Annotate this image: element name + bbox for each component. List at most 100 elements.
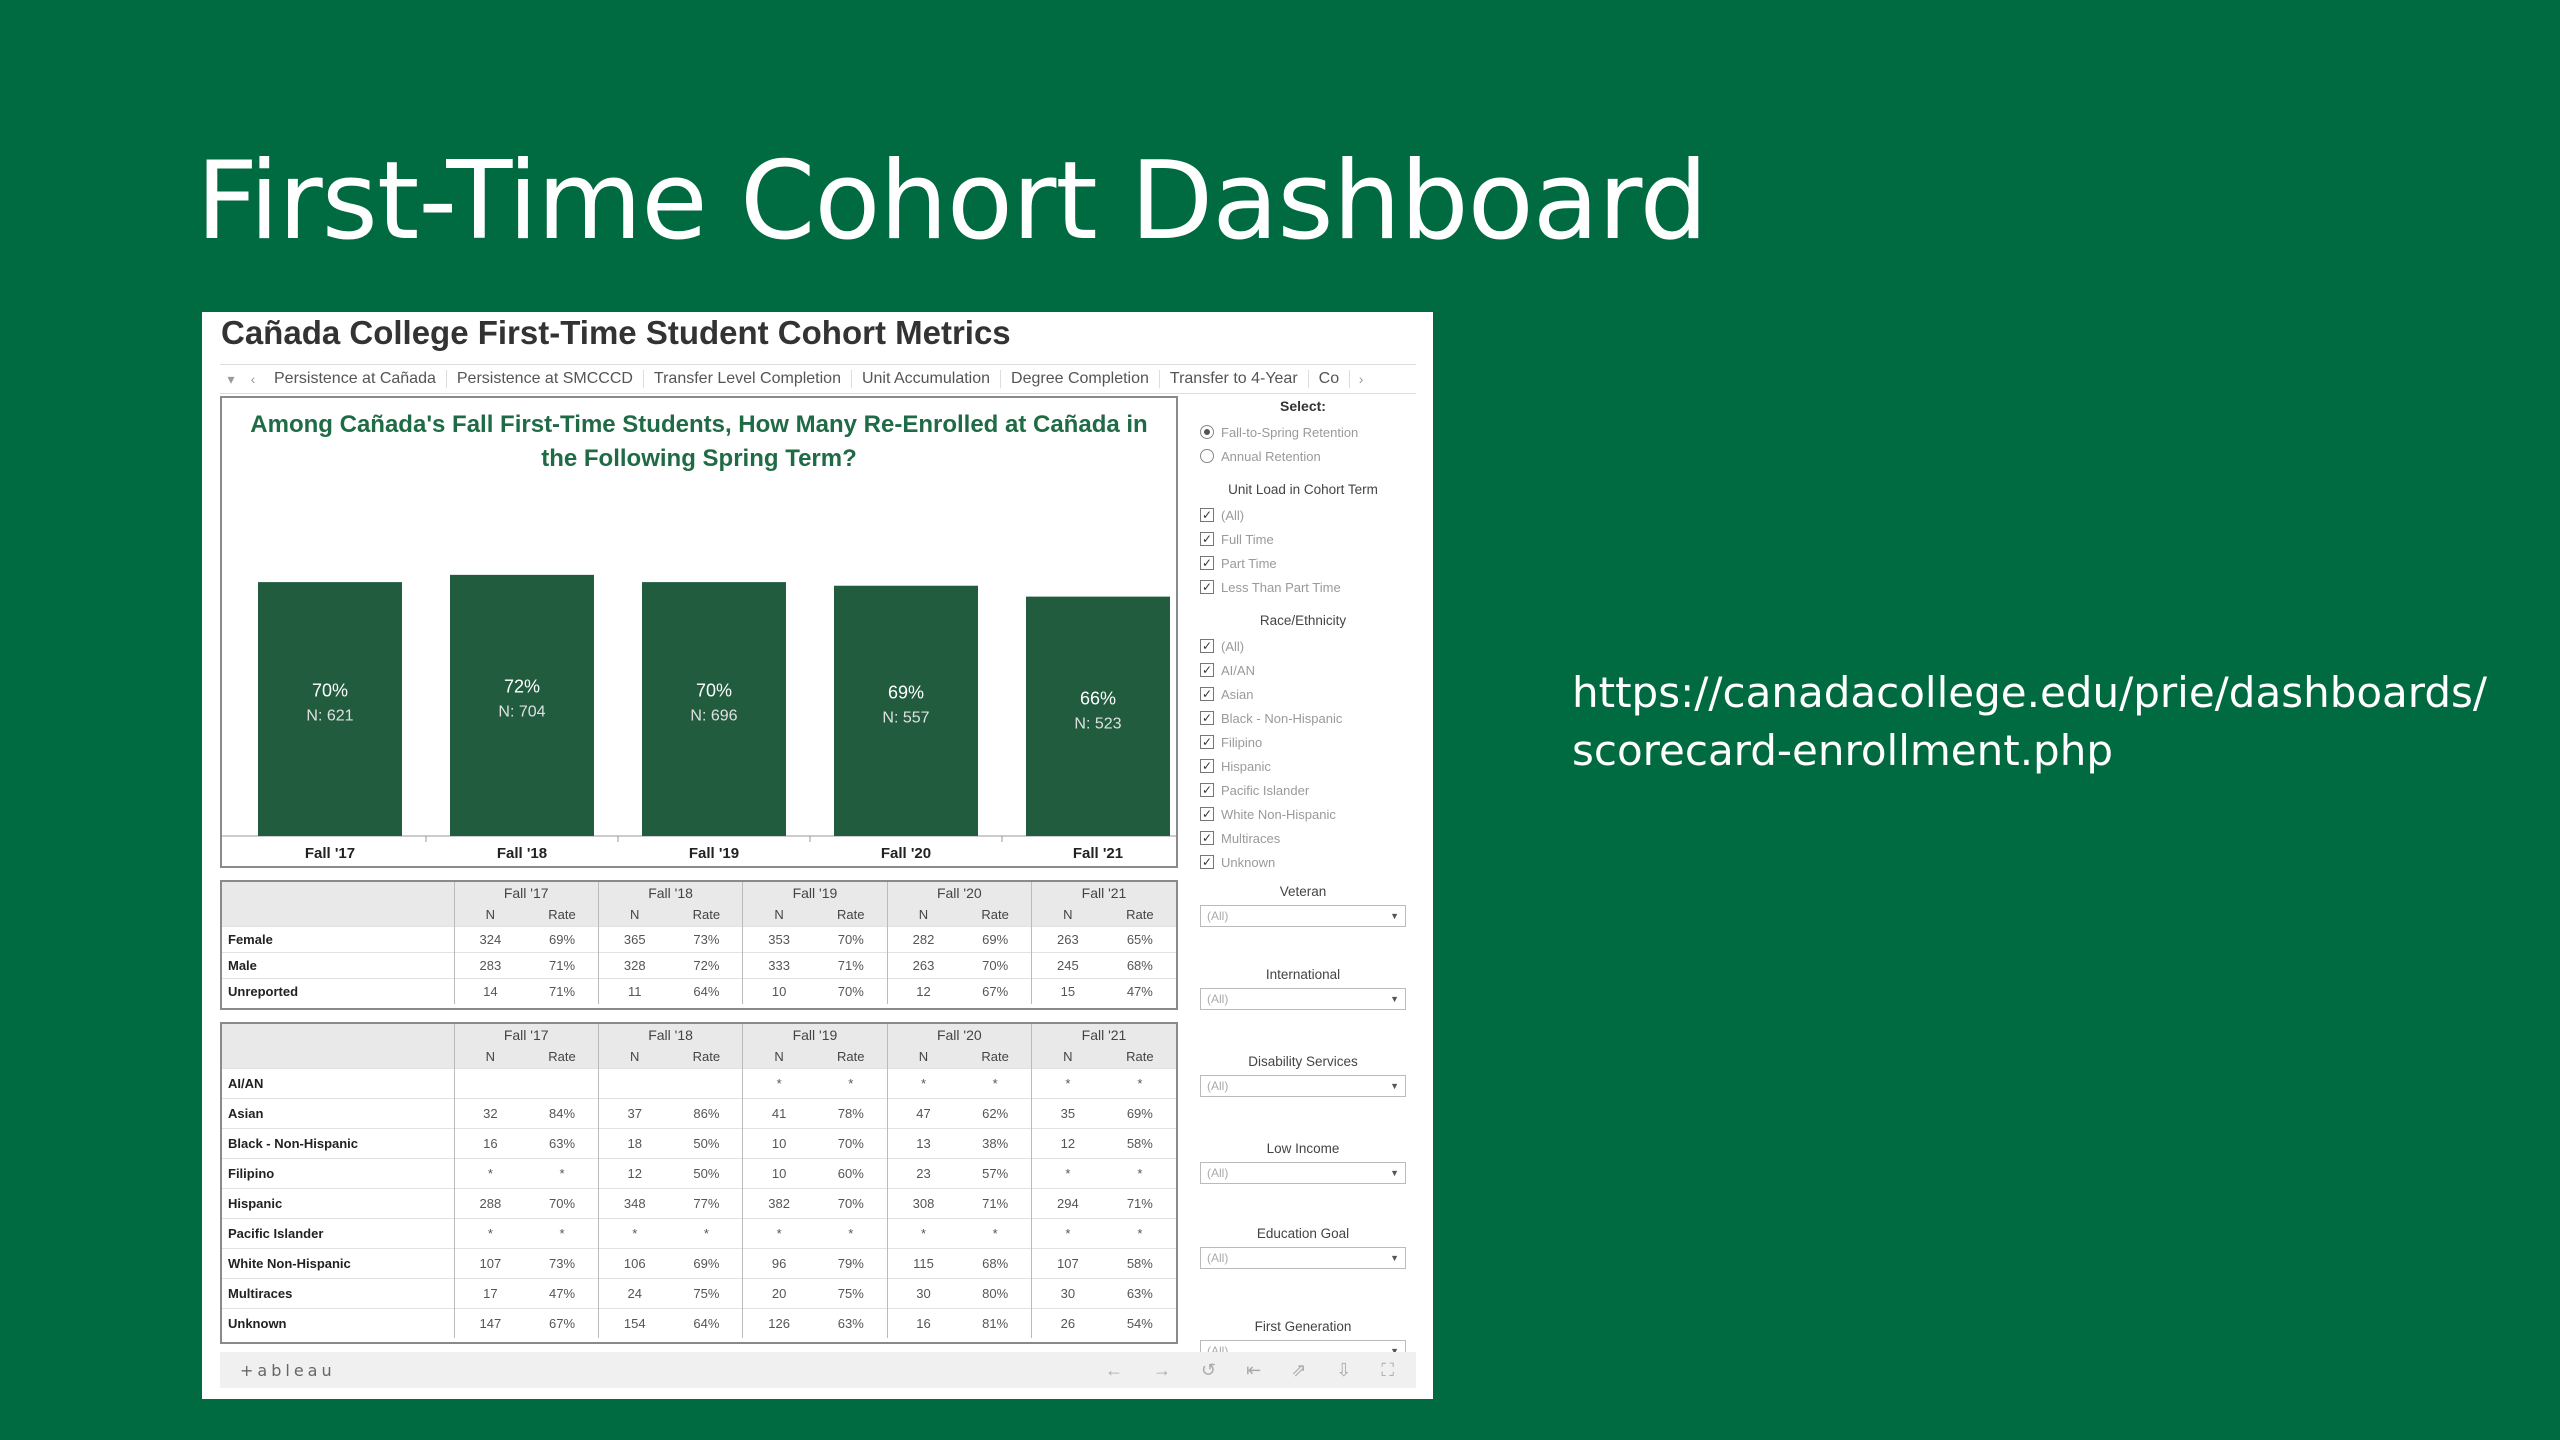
table-cell[interactable]: 70% [814, 1187, 888, 1218]
unit-load-option[interactable]: ✓ Less Than Part Time [1192, 575, 1414, 599]
table-cell[interactable]: 70% [814, 925, 888, 952]
table-cell[interactable]: * [1030, 1157, 1104, 1188]
table-cell[interactable]: 54% [1103, 1307, 1176, 1338]
table-cell[interactable]: 58% [1103, 1247, 1176, 1278]
table-cell[interactable] [597, 1067, 671, 1098]
table-cell[interactable]: 283 [453, 951, 527, 978]
table-cell[interactable]: * [597, 1217, 671, 1248]
bar-0[interactable] [258, 582, 402, 836]
table-cell[interactable]: 63% [814, 1307, 888, 1338]
table-cell[interactable]: 37 [597, 1097, 671, 1128]
checkbox-icon[interactable]: ✓ [1200, 663, 1214, 677]
table-cell[interactable]: 263 [886, 951, 960, 978]
table-cell[interactable]: * [742, 1067, 815, 1098]
dropdown-select[interactable]: (All) ▼ [1200, 1247, 1406, 1269]
table-cell[interactable]: 70% [814, 1127, 888, 1158]
tab-transfer-4-year[interactable]: Transfer to 4-Year [1160, 370, 1309, 388]
table-cell[interactable]: * [1103, 1157, 1176, 1188]
race-option[interactable]: ✓ White Non-Hispanic [1192, 802, 1414, 826]
table-cell[interactable]: * [959, 1217, 1032, 1248]
table-cell[interactable] [526, 1067, 599, 1098]
table-cell[interactable]: 10 [742, 977, 815, 1004]
table-cell[interactable]: 30 [886, 1277, 960, 1308]
checkbox-icon[interactable]: ✓ [1200, 532, 1214, 546]
table-cell[interactable]: 73% [526, 1247, 599, 1278]
table-cell[interactable]: * [959, 1067, 1032, 1098]
table-cell[interactable]: 328 [597, 951, 671, 978]
dropdown-select[interactable]: (All) ▼ [1200, 905, 1406, 927]
race-option[interactable]: ✓ Asian [1192, 682, 1414, 706]
checkbox-icon[interactable]: ✓ [1200, 639, 1214, 653]
tab-persistence-canada[interactable]: Persistence at Cañada [264, 370, 447, 388]
table-cell[interactable]: * [1030, 1067, 1104, 1098]
table-cell[interactable]: 107 [1030, 1247, 1104, 1278]
radio-button-icon[interactable] [1200, 425, 1214, 439]
table-cell[interactable]: 288 [453, 1187, 527, 1218]
table-cell[interactable]: 24 [597, 1277, 671, 1308]
tab-unit-accumulation[interactable]: Unit Accumulation [852, 370, 1002, 388]
checkbox-icon[interactable]: ✓ [1200, 711, 1214, 725]
table-cell[interactable]: 11 [597, 977, 671, 1004]
table-cell[interactable]: 63% [1103, 1277, 1176, 1308]
table-cell[interactable]: 13 [886, 1127, 960, 1158]
table-cell[interactable]: 30 [1030, 1277, 1104, 1308]
checkbox-icon[interactable]: ✓ [1200, 759, 1214, 773]
chevron-down-icon[interactable]: ▼ [1390, 1346, 1399, 1356]
table-cell[interactable]: 80% [959, 1277, 1032, 1308]
table-cell[interactable]: 26 [1030, 1307, 1104, 1338]
table-cell[interactable]: 73% [670, 925, 743, 952]
table-cell[interactable]: 38% [959, 1127, 1032, 1158]
table-cell[interactable]: 47% [526, 1277, 599, 1308]
share-icon[interactable]: ⇗ [1291, 1359, 1307, 1380]
table-cell[interactable]: 81% [959, 1307, 1032, 1338]
table-cell[interactable]: 10 [742, 1127, 815, 1158]
table-cell[interactable]: 16 [453, 1127, 527, 1158]
table-cell[interactable]: 10 [742, 1157, 815, 1188]
fullscreen-icon[interactable]: ⛶ [1381, 1359, 1394, 1380]
table-cell[interactable]: 75% [670, 1277, 743, 1308]
table-cell[interactable]: 64% [670, 977, 743, 1004]
url-line-1[interactable]: https://canadacollege.edu/prie/dashboard… [1572, 668, 2488, 717]
table-cell[interactable]: 18 [597, 1127, 671, 1158]
table-cell[interactable]: 71% [526, 951, 599, 978]
table-cell[interactable]: 96 [742, 1247, 815, 1278]
table-cell[interactable]: 77% [670, 1187, 743, 1218]
table-cell[interactable]: 86% [670, 1097, 743, 1128]
table-cell[interactable]: * [1103, 1067, 1176, 1098]
race-option[interactable]: ✓ Hispanic [1192, 754, 1414, 778]
radio-option[interactable]: Fall-to-Spring Retention [1192, 420, 1414, 444]
download-icon[interactable]: ⇩ [1336, 1359, 1352, 1380]
table-cell[interactable]: 84% [526, 1097, 599, 1128]
tab-degree-completion[interactable]: Degree Completion [1001, 370, 1160, 388]
reset-icon[interactable]: ⇤ [1246, 1359, 1262, 1380]
table-cell[interactable]: * [814, 1067, 888, 1098]
checkbox-icon[interactable]: ✓ [1200, 855, 1214, 869]
table-cell[interactable]: 63% [526, 1127, 599, 1158]
race-option[interactable]: ✓ Filipino [1192, 730, 1414, 754]
table-cell[interactable]: 68% [1103, 951, 1176, 978]
tabs-prev-icon[interactable]: ‹ [250, 371, 256, 387]
table-cell[interactable]: * [1103, 1217, 1176, 1248]
table-cell[interactable]: 12 [597, 1157, 671, 1188]
table-cell[interactable]: 333 [742, 951, 815, 978]
tabs-next-icon[interactable]: › [1358, 371, 1364, 387]
checkbox-icon[interactable]: ✓ [1200, 735, 1214, 749]
table-cell[interactable]: * [453, 1217, 527, 1248]
table-cell[interactable]: 71% [1103, 1187, 1176, 1218]
table-cell[interactable]: 382 [742, 1187, 815, 1218]
table-cell[interactable]: 69% [670, 1247, 743, 1278]
unit-load-option[interactable]: ✓ Part Time [1192, 551, 1414, 575]
table-cell[interactable]: 20 [742, 1277, 815, 1308]
table-cell[interactable]: 41 [742, 1097, 815, 1128]
table-cell[interactable]: 68% [959, 1247, 1032, 1278]
table-cell[interactable]: * [814, 1217, 888, 1248]
table-cell[interactable]: * [670, 1217, 743, 1248]
table-cell[interactable]: 294 [1030, 1187, 1104, 1218]
url-line-2[interactable]: scorecard-enrollment.php [1572, 726, 2113, 775]
table-cell[interactable]: 67% [526, 1307, 599, 1338]
table-cell[interactable]: 35 [1030, 1097, 1104, 1128]
dropdown-select[interactable]: (All) ▼ [1200, 1075, 1406, 1097]
table-cell[interactable]: 15 [1030, 977, 1104, 1004]
checkbox-icon[interactable]: ✓ [1200, 687, 1214, 701]
tableau-logo[interactable]: +ableau [240, 1360, 336, 1380]
